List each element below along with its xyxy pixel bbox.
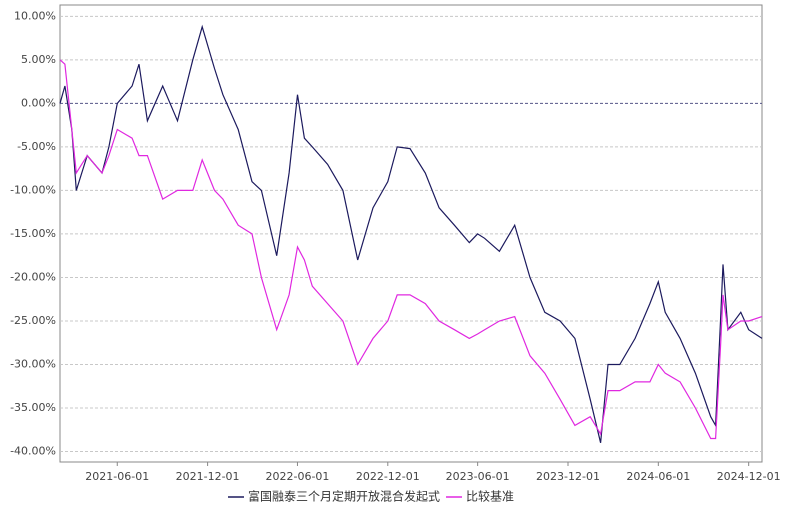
legend: 富国融泰三个月定期开放混合发起式 比较基准 [228, 489, 514, 504]
x-tick-label: 2024-12-01 [717, 470, 781, 483]
y-tick-label: 5.00% [21, 53, 56, 66]
y-tick-label: -35.00% [10, 401, 56, 414]
x-tick-label: 2022-12-01 [356, 470, 420, 483]
y-tick-label: -25.00% [10, 314, 56, 327]
x-tick-label: 2023-06-01 [446, 470, 510, 483]
y-tick-label: -20.00% [10, 270, 56, 283]
y-tick-label: -30.00% [10, 358, 56, 371]
x-tick-label: 2021-12-01 [176, 470, 240, 483]
x-tick-label: 2021-06-01 [85, 470, 149, 483]
x-tick-label: 2023-12-01 [536, 470, 600, 483]
legend-label: 比较基准 [466, 489, 514, 504]
y-tick-label: -10.00% [10, 183, 56, 196]
y-tick-label: -15.00% [10, 227, 56, 240]
x-tick-label: 2024-06-01 [626, 470, 690, 483]
series-line [59, 59, 763, 440]
y-tick-label: -40.00% [10, 445, 56, 458]
x-tick-label: 2022-06-01 [265, 470, 329, 483]
y-tick-label: 0.00% [21, 96, 56, 109]
y-tick-label: 10.00% [14, 9, 56, 22]
legend-label: 富国融泰三个月定期开放混合发起式 [248, 489, 440, 504]
y-tick-label: -5.00% [17, 140, 56, 153]
series-line [59, 24, 763, 443]
